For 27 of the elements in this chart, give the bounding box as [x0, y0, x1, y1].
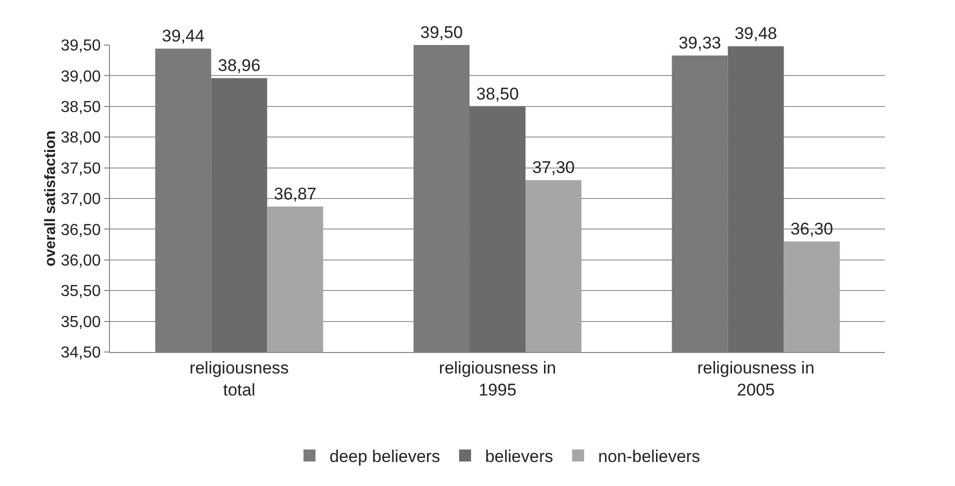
data-label: 39,44 — [162, 26, 204, 46]
data-label: 38,96 — [218, 56, 260, 76]
x-tick-label: religiousness in 2005 — [697, 358, 814, 400]
y-tick-label: 35,50 — [60, 283, 101, 300]
y-tick-label: 37,50 — [60, 160, 101, 178]
data-label: 39,50 — [420, 23, 463, 42]
legend-label: deep believers — [330, 447, 440, 466]
y-tick-label: 36,00 — [60, 252, 101, 270]
y-tick-label: 38,00 — [60, 130, 101, 147]
data-label: 39,33 — [678, 33, 722, 52]
y-tick-label: 39,00 — [60, 68, 101, 86]
data-label: 39,48 — [734, 24, 778, 44]
data-label: 36,30 — [790, 219, 834, 238]
legend-label: believers — [485, 447, 554, 466]
y-axis-title: overall satisfaction — [42, 130, 59, 266]
x-tick-label: religiousness total — [190, 358, 289, 400]
legend-label: non-believers — [598, 447, 700, 466]
y-tick-label: 36,50 — [60, 222, 101, 239]
y-tick-label: 35,00 — [60, 314, 101, 331]
data-label: 37,30 — [532, 158, 575, 178]
y-tick-label: 39,50 — [60, 38, 101, 55]
data-label: 38,50 — [476, 84, 519, 104]
y-tick-label: 38,50 — [60, 99, 101, 116]
data-label: 36,87 — [274, 184, 316, 204]
y-tick-label: 37,00 — [60, 191, 101, 208]
x-tick-label: religiousness in 1995 — [438, 358, 556, 400]
y-tick-label: 34,50 — [60, 344, 101, 362]
